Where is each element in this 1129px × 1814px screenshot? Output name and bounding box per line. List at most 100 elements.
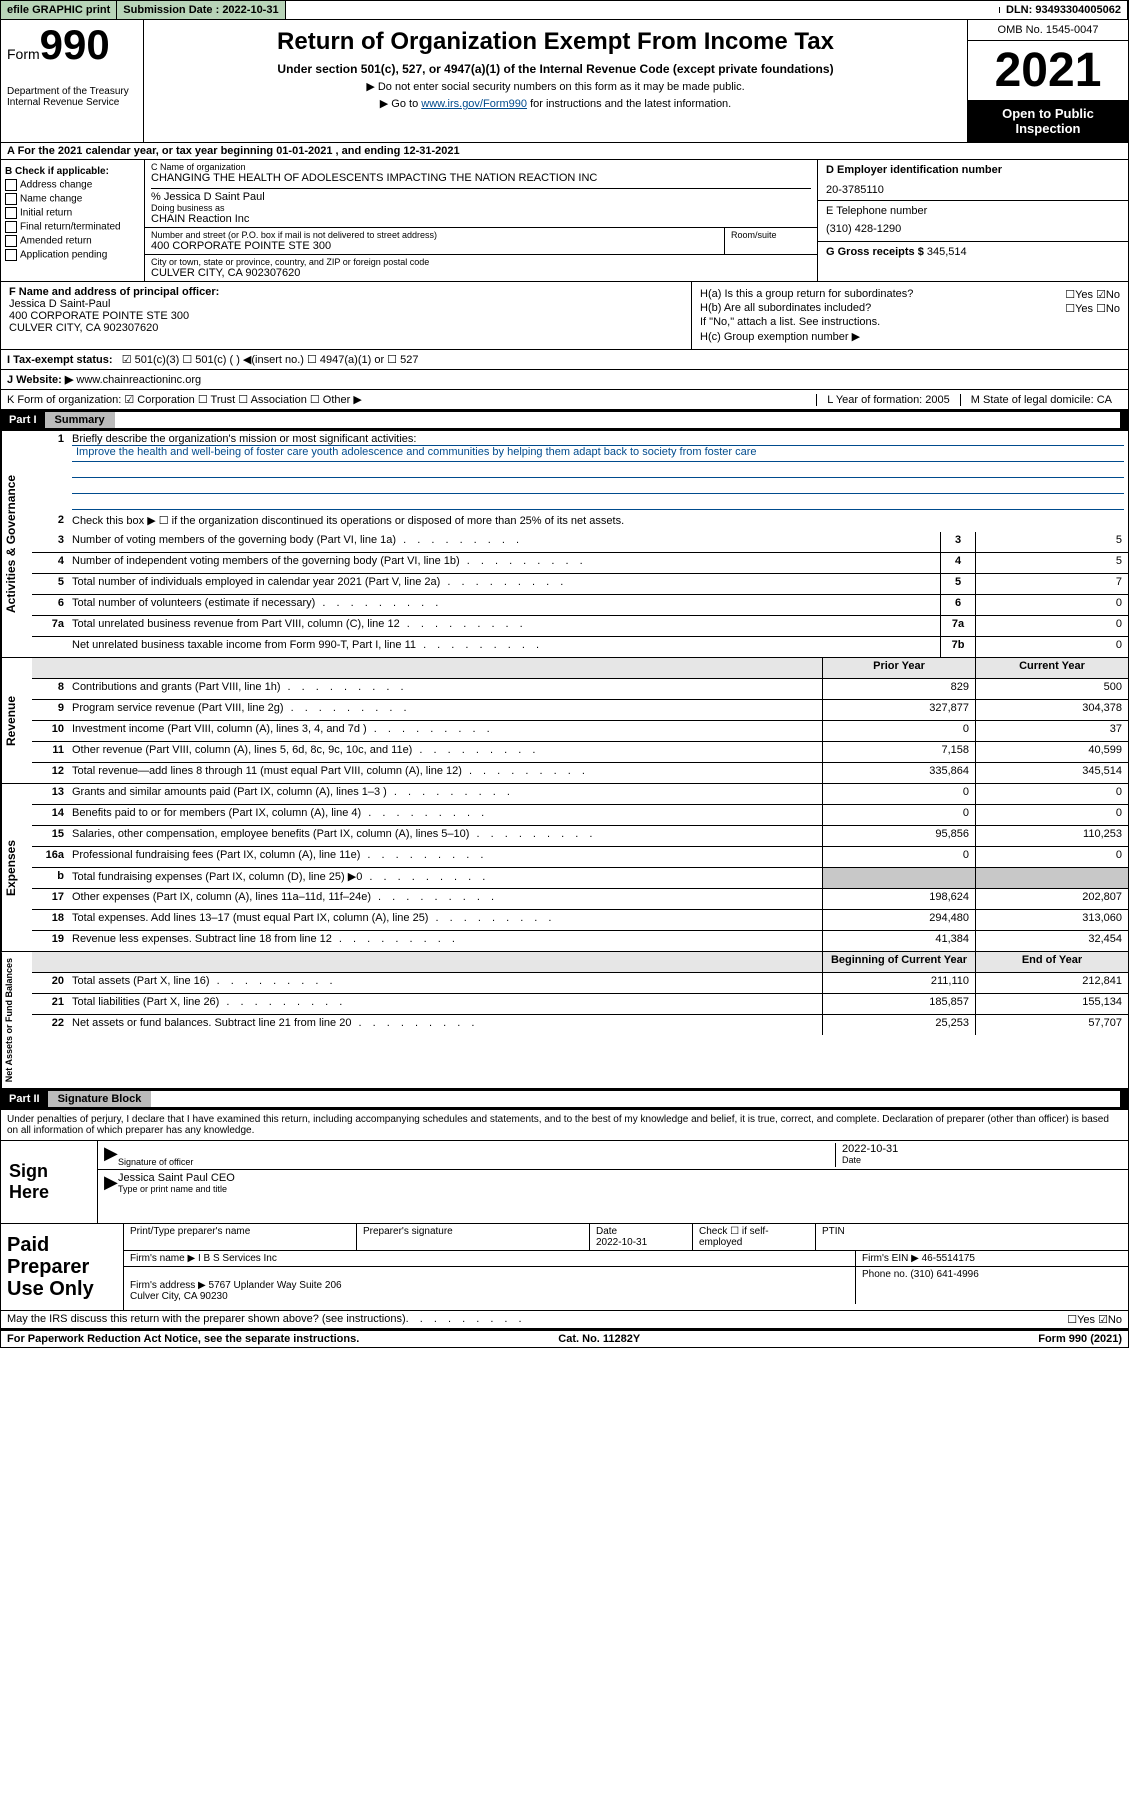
summary-line: 10Investment income (Part VIII, column (… xyxy=(32,721,1128,742)
prep-name-label: Print/Type preparer's name xyxy=(124,1224,357,1250)
form-header: Form990 Department of the Treasury Inter… xyxy=(0,20,1129,143)
col-current: Current Year xyxy=(975,658,1128,678)
cb-amended[interactable]: Amended return xyxy=(20,236,92,247)
c-room: Room/suite xyxy=(725,228,817,254)
prep-date: Date2022-10-31 xyxy=(590,1224,693,1250)
summary-line: 6Total number of volunteers (estimate if… xyxy=(32,595,1128,616)
omb-number: OMB No. 1545-0047 xyxy=(968,20,1128,41)
ha-yesno[interactable]: ☐Yes ☑No xyxy=(1065,288,1120,301)
prep-selfemp[interactable]: Check ☐ if self-employed xyxy=(693,1224,816,1250)
sig-date: 2022-10-31 xyxy=(842,1143,1122,1155)
q1-label: Briefly describe the organization's miss… xyxy=(72,433,416,445)
form-subtitle: Under section 501(c), 527, or 4947(a)(1)… xyxy=(150,62,961,76)
row-j-website: J Website: ▶ www.chainreactioninc.org xyxy=(0,370,1129,390)
form-num: 990 xyxy=(40,21,110,68)
summary-line: 15Salaries, other compensation, employee… xyxy=(32,826,1128,847)
vtab-rev: Revenue xyxy=(1,658,32,783)
row-a-taxyear: A For the 2021 calendar year, or tax yea… xyxy=(0,143,1129,160)
summary-line: 3Number of voting members of the governi… xyxy=(32,532,1128,553)
paid-preparer-label: Paid Preparer Use Only xyxy=(1,1224,124,1310)
summary-exp: Expenses 13Grants and similar amounts pa… xyxy=(0,784,1129,952)
cat-no: Cat. No. 11282Y xyxy=(558,1333,640,1345)
block-bcd: B Check if applicable: Address change Na… xyxy=(0,160,1129,282)
c-dba: CHAIN Reaction Inc xyxy=(151,213,811,225)
form-title: Return of Organization Exempt From Incom… xyxy=(150,28,961,56)
cb-name-change[interactable]: Name change xyxy=(20,194,82,205)
pra-notice: For Paperwork Reduction Act Notice, see … xyxy=(7,1333,359,1345)
part2-header: Part II Signature Block xyxy=(0,1089,1129,1110)
mission-text: Improve the health and well-being of fos… xyxy=(72,446,1124,462)
prep-firm: Firm's name ▶ I B S Services Inc xyxy=(124,1251,856,1266)
l-year: L Year of formation: 2005 xyxy=(816,394,960,406)
c-org-name: C Name of organization CHANGING THE HEAL… xyxy=(145,160,817,228)
k-form-org[interactable]: K Form of organization: ☑ Corporation ☐ … xyxy=(7,393,362,406)
summary-line: 7aTotal unrelated business revenue from … xyxy=(32,616,1128,637)
row-klm: K Form of organization: ☑ Corporation ☐ … xyxy=(0,390,1129,410)
summary-line: 4Number of independent voting members of… xyxy=(32,553,1128,574)
summary-line: 9Program service revenue (Part VIII, lin… xyxy=(32,700,1128,721)
col-end: End of Year xyxy=(975,952,1128,972)
summary-line: 14Benefits paid to or for members (Part … xyxy=(32,805,1128,826)
summary-line: 22Net assets or fund balances. Subtract … xyxy=(32,1015,1128,1035)
dln: DLN: 93493304005062 xyxy=(1000,1,1128,19)
prep-sig-label: Preparer's signature xyxy=(357,1224,590,1250)
c-city: City or town, state or province, country… xyxy=(145,255,817,281)
form-ref: Form 990 (2021) xyxy=(1038,1333,1122,1345)
c-street: Number and street (or P.O. box if mail i… xyxy=(145,228,725,254)
sign-here-label: Sign Here xyxy=(1,1141,98,1223)
row-i-status: I Tax-exempt status: ☑ 501(c)(3) ☐ 501(c… xyxy=(0,350,1129,370)
c-care-of: % Jessica D Saint Paul xyxy=(151,188,811,203)
sig-perjury: Under penalties of perjury, I declare th… xyxy=(0,1110,1129,1141)
summary-line: 8Contributions and grants (Part VIII, li… xyxy=(32,679,1128,700)
f-officer: F Name and address of principal officer:… xyxy=(1,282,692,349)
summary-line: 17Other expenses (Part IX, column (A), l… xyxy=(32,889,1128,910)
e-phone: E Telephone number (310) 428-1290 xyxy=(818,201,1128,242)
summary-rev: Revenue Prior Year Current Year 8Contrib… xyxy=(0,658,1129,784)
summary-net: Net Assets or Fund Balances Beginning of… xyxy=(0,952,1129,1089)
summary-line: 18Total expenses. Add lines 13–17 (must … xyxy=(32,910,1128,931)
cb-initial-return[interactable]: Initial return xyxy=(20,208,72,219)
vtab-net: Net Assets or Fund Balances xyxy=(1,952,32,1088)
paid-preparer-block: Paid Preparer Use Only Print/Type prepar… xyxy=(0,1224,1129,1311)
summary-gov: Activities & Governance 1 Briefly descri… xyxy=(0,431,1129,658)
cb-final-return[interactable]: Final return/terminated xyxy=(20,222,121,233)
g-gross: G Gross receipts $ 345,514 xyxy=(818,242,1128,282)
summary-line: 20Total assets (Part X, line 16)211,1102… xyxy=(32,973,1128,994)
goto-note: ▶ Go to www.irs.gov/Form990 for instruct… xyxy=(150,97,961,110)
hb-yesno[interactable]: ☐Yes ☐No xyxy=(1065,302,1120,315)
cb-app-pending[interactable]: Application pending xyxy=(20,250,107,261)
form-word: Form xyxy=(7,46,40,62)
tax-year: 2021 xyxy=(968,41,1128,100)
q2-checkbox[interactable]: Check this box ▶ ☐ if the organization d… xyxy=(68,512,1128,532)
irs-link[interactable]: www.irs.gov/Form990 xyxy=(421,98,527,110)
cb-address-change[interactable]: Address change xyxy=(20,180,92,191)
officer-name: Jessica Saint Paul CEO xyxy=(118,1172,1122,1184)
part1-header: Part I Summary xyxy=(0,410,1129,431)
efile-topbar: efile GRAPHIC print Submission Date : 20… xyxy=(0,0,1129,20)
submission-date: Submission Date : 2022-10-31 xyxy=(117,1,285,19)
summary-line: 21Total liabilities (Part X, line 26)185… xyxy=(32,994,1128,1015)
summary-line: 13Grants and similar amounts paid (Part … xyxy=(32,784,1128,805)
col-begin: Beginning of Current Year xyxy=(822,952,975,972)
vtab-exp: Expenses xyxy=(1,784,32,951)
sign-here-block: Sign Here ▶ Signature of officer 2022-10… xyxy=(0,1141,1129,1224)
hc-exemption: H(c) Group exemption number ▶ xyxy=(700,330,1120,343)
topbar-spacer xyxy=(286,7,1000,13)
prep-addr: Firm's address ▶ 5767 Uplander Way Suite… xyxy=(124,1267,856,1304)
tax-status-options[interactable]: ☑ 501(c)(3) ☐ 501(c) ( ) ◀(insert no.) ☐… xyxy=(122,354,419,366)
footer-row: For Paperwork Reduction Act Notice, see … xyxy=(0,1329,1129,1348)
vtab-gov: Activities & Governance xyxy=(1,431,32,657)
summary-line: 19Revenue less expenses. Subtract line 1… xyxy=(32,931,1128,951)
website-url[interactable]: www.chainreactioninc.org xyxy=(76,374,201,386)
prep-ptin-label: PTIN xyxy=(816,1224,1128,1250)
open-inspection: Open to Public Inspection xyxy=(968,100,1128,142)
b-header: B Check if applicable: xyxy=(5,166,109,177)
prep-ein: Firm's EIN ▶ 46-5514175 xyxy=(856,1251,1128,1266)
prep-phone: Phone no. (310) 641-4996 xyxy=(856,1267,1128,1304)
efile-label[interactable]: efile GRAPHIC print xyxy=(1,1,117,19)
discuss-row: May the IRS discuss this return with the… xyxy=(0,1311,1129,1329)
irs-label: Internal Revenue Service xyxy=(7,97,137,108)
m-state: M State of legal domicile: CA xyxy=(960,394,1122,406)
discuss-yesno[interactable]: ☐Yes ☑No xyxy=(1067,1313,1122,1326)
d-ein: D Employer identification number 20-3785… xyxy=(818,160,1128,201)
